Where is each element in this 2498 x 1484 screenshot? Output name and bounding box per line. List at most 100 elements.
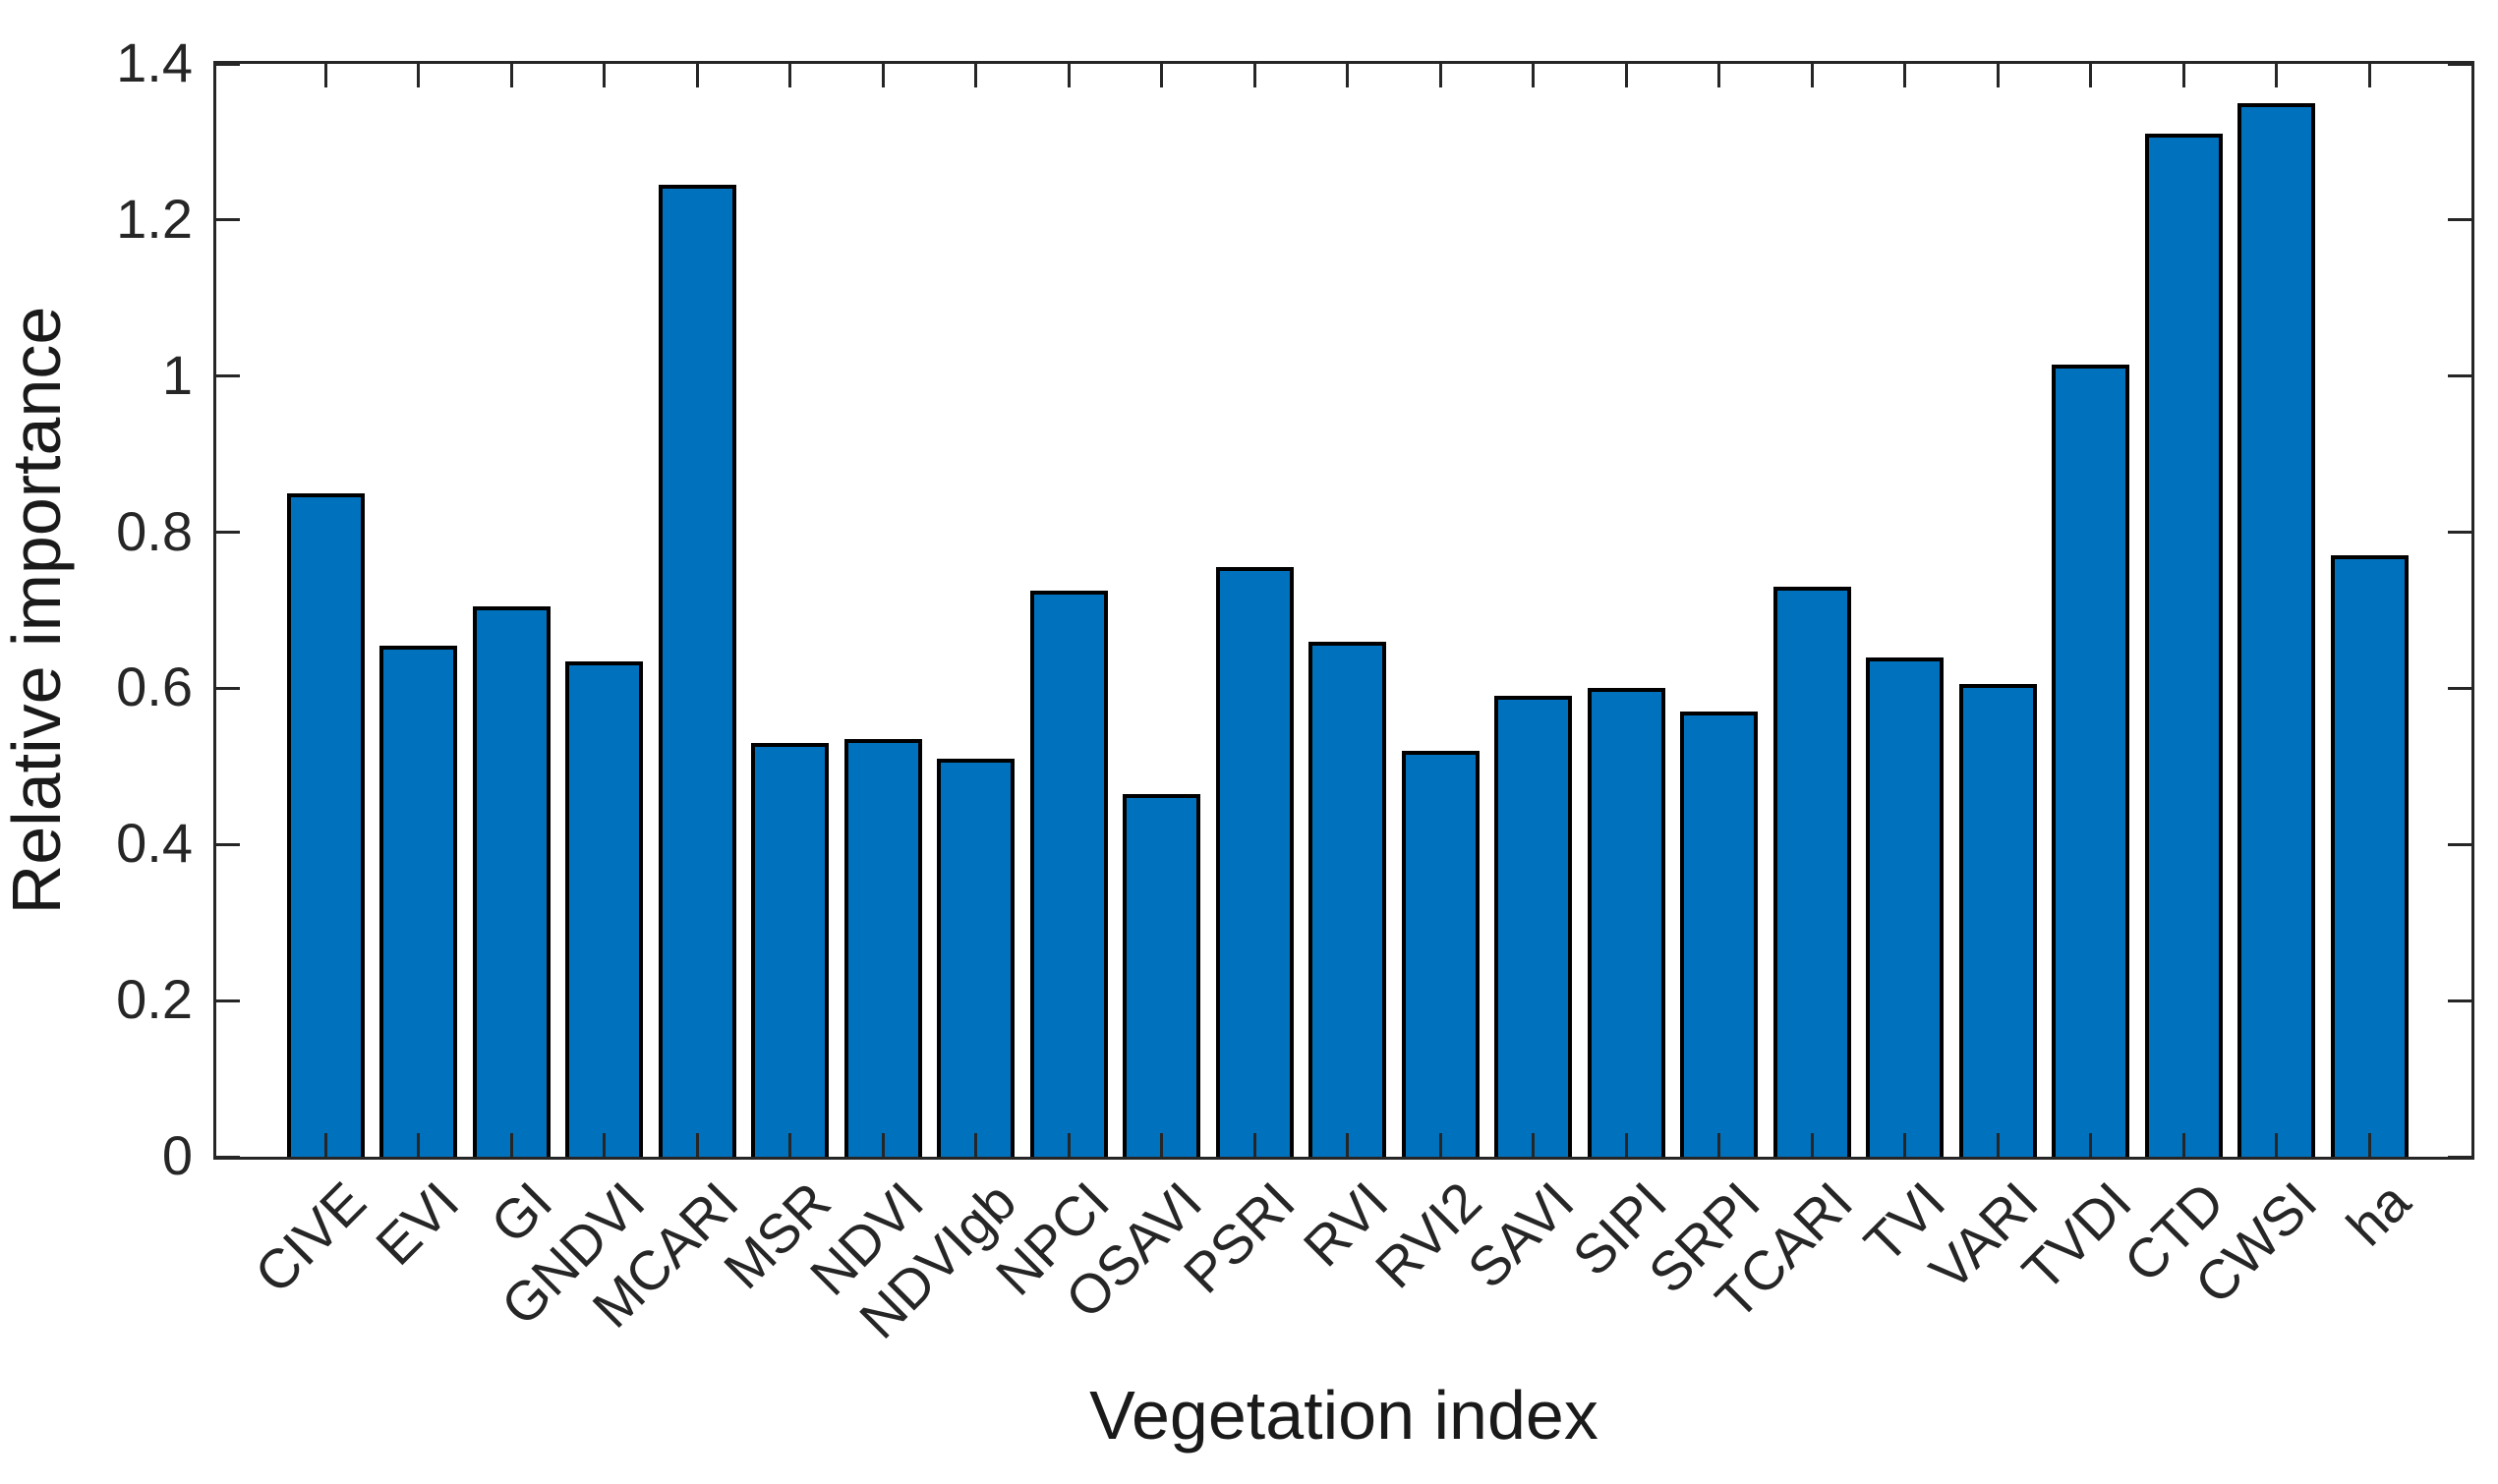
bar-NDVIgb	[937, 759, 1015, 1157]
bar-NDVI	[843, 739, 922, 1157]
x-tick-top	[881, 64, 885, 87]
x-tick-bottom	[1160, 1133, 1163, 1157]
x-tick-bottom	[1717, 1133, 1720, 1157]
bar-SAVI	[1494, 696, 1572, 1157]
y-tick-left	[216, 62, 240, 66]
x-tick-bottom	[2089, 1133, 2092, 1157]
x-tick-bottom	[1346, 1133, 1349, 1157]
bar-ha	[2330, 555, 2409, 1157]
bar-MCARI	[658, 185, 736, 1157]
y-tick-label: 1.2	[116, 187, 193, 250]
x-tick-top	[603, 64, 606, 87]
y-tick-label: 0.8	[116, 499, 193, 562]
x-tick-bottom	[509, 1133, 513, 1157]
x-tick-label: VARI	[1918, 1170, 2051, 1302]
y-tick-left	[216, 999, 240, 1002]
bar-EVI	[379, 646, 457, 1157]
x-tick-top	[1160, 64, 1163, 87]
y-tick-label: 0.2	[116, 968, 193, 1031]
bar-CTD	[2144, 134, 2223, 1157]
x-tick-label: TVDI	[2009, 1170, 2143, 1303]
x-tick-bottom	[603, 1133, 606, 1157]
x-tick-top	[1903, 64, 1906, 87]
y-tick-right	[2448, 686, 2471, 690]
x-tick-top	[1717, 64, 1720, 87]
bar-CIVE	[286, 493, 365, 1157]
bar-PSRI	[1215, 567, 1294, 1157]
x-tick-top	[2089, 64, 2092, 87]
x-tick-bottom	[323, 1133, 327, 1157]
y-axis-label: Relative importance	[0, 306, 75, 915]
y-tick-right	[2448, 999, 2471, 1002]
x-tick-top	[2367, 64, 2371, 87]
bar-TVDI	[2052, 365, 2129, 1157]
x-tick-top	[1067, 64, 1071, 87]
bar-NPCI	[1029, 591, 1108, 1157]
x-tick-top	[509, 64, 513, 87]
x-tick-top	[1624, 64, 1628, 87]
bar-GNDVI	[565, 661, 643, 1157]
y-tick-right	[2448, 218, 2471, 222]
y-tick-left	[216, 531, 240, 535]
y-tick-label: 1	[161, 343, 193, 406]
bar-SIPI	[1587, 688, 1665, 1157]
x-tick-label: PSRI	[1172, 1170, 1307, 1305]
x-tick-top	[1532, 64, 1535, 87]
x-tick-bottom	[1903, 1133, 1906, 1157]
bar-OSAVI	[1123, 794, 1200, 1157]
y-tick-right	[2448, 842, 2471, 846]
y-tick-left	[216, 1155, 240, 1159]
x-tick-bottom	[1624, 1133, 1628, 1157]
y-tick-right	[2448, 1155, 2471, 1159]
x-tick-bottom	[1532, 1133, 1535, 1157]
x-tick-bottom	[1252, 1133, 1256, 1157]
y-tick-right	[2448, 374, 2471, 378]
x-tick-label: CIVE	[243, 1170, 378, 1305]
x-tick-bottom	[417, 1133, 420, 1157]
x-tick-bottom	[974, 1133, 977, 1157]
x-tick-label: SAVI	[1455, 1170, 1586, 1300]
x-tick-top	[1252, 64, 1256, 87]
y-tick-left	[216, 374, 240, 378]
x-tick-bottom	[2275, 1133, 2278, 1157]
y-tick-right	[2448, 531, 2471, 535]
x-tick-top	[1810, 64, 1814, 87]
y-tick-label: 0	[161, 1124, 193, 1186]
x-tick-bottom	[2181, 1133, 2185, 1157]
y-tick-left	[216, 686, 240, 690]
x-tick-top	[2181, 64, 2185, 87]
x-tick-top	[1438, 64, 1442, 87]
x-tick-label: ha	[2334, 1170, 2422, 1258]
y-tick-label: 0.6	[116, 656, 193, 718]
bar-TCARI	[1772, 587, 1851, 1157]
bar-GI	[472, 606, 551, 1157]
y-tick-right	[2448, 62, 2471, 66]
x-tick-bottom	[1810, 1133, 1814, 1157]
bar-SRPI	[1680, 712, 1758, 1157]
x-tick-top	[1996, 64, 2000, 87]
x-tick-bottom	[881, 1133, 885, 1157]
x-tick-top	[695, 64, 699, 87]
x-tick-bottom	[1438, 1133, 1442, 1157]
x-tick-bottom	[2367, 1133, 2371, 1157]
x-tick-top	[417, 64, 420, 87]
bar-MSR	[751, 743, 829, 1157]
x-tick-bottom	[788, 1133, 791, 1157]
x-axis-label: Vegetation index	[1089, 1377, 1598, 1454]
x-tick-label: EVI	[364, 1170, 471, 1277]
x-tick-bottom	[695, 1133, 699, 1157]
plot-area	[213, 61, 2474, 1160]
x-tick-top	[1346, 64, 1349, 87]
bar-RVI2	[1401, 751, 1480, 1157]
bar-CWSI	[2237, 103, 2315, 1157]
y-tick-left	[216, 218, 240, 222]
x-tick-top	[2275, 64, 2278, 87]
bar-VARI	[1958, 684, 2037, 1157]
y-tick-label: 1.4	[116, 31, 193, 93]
y-tick-left	[216, 842, 240, 846]
x-tick-bottom	[1996, 1133, 2000, 1157]
x-tick-top	[788, 64, 791, 87]
y-tick-label: 0.4	[116, 812, 193, 875]
bar-TVI	[1866, 657, 1944, 1157]
